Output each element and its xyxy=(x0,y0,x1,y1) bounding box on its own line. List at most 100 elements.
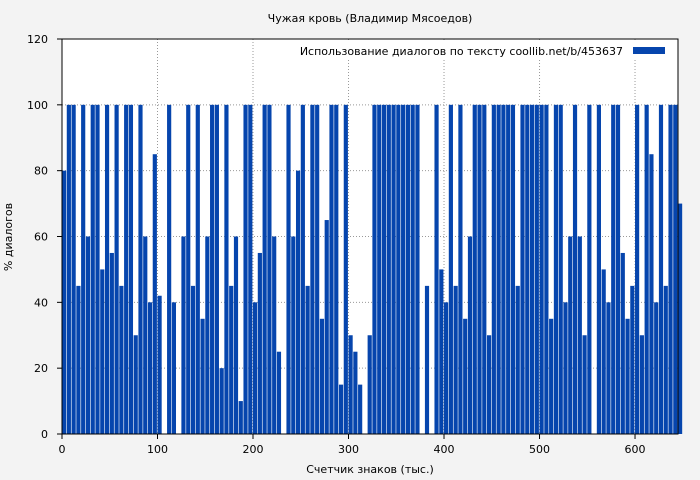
bar xyxy=(539,104,544,434)
bar xyxy=(257,252,262,434)
y-tick-label: 20 xyxy=(34,362,48,375)
bar xyxy=(214,104,219,434)
bar xyxy=(181,236,186,434)
bar xyxy=(410,104,415,434)
bar xyxy=(291,236,296,434)
bar xyxy=(76,285,81,434)
bar xyxy=(62,170,67,434)
bar xyxy=(343,104,348,434)
bar xyxy=(167,104,172,434)
chart-title: Чужая кровь (Владимир Мясоедов) xyxy=(268,12,473,25)
bar xyxy=(334,104,339,434)
bar xyxy=(620,252,625,434)
bar xyxy=(253,302,258,434)
bar xyxy=(276,351,282,434)
bar xyxy=(338,384,344,434)
bar xyxy=(401,104,406,434)
bar xyxy=(525,104,530,434)
bar xyxy=(243,104,248,434)
bar xyxy=(386,104,391,434)
y-tick-label: 80 xyxy=(34,165,48,178)
bar xyxy=(219,368,224,434)
bar xyxy=(491,104,496,434)
bar xyxy=(486,335,492,434)
x-tick-label: 300 xyxy=(338,443,359,456)
x-tick-label: 0 xyxy=(59,443,66,456)
bar xyxy=(472,104,477,434)
bar xyxy=(553,104,559,434)
bar xyxy=(644,104,649,434)
bar xyxy=(568,236,573,434)
bar xyxy=(171,302,177,434)
bar xyxy=(358,384,363,434)
bar xyxy=(453,285,458,434)
bar xyxy=(305,285,310,434)
bar xyxy=(286,104,291,434)
bar xyxy=(663,285,668,434)
bar xyxy=(558,104,563,434)
bars xyxy=(62,104,683,435)
bar xyxy=(510,104,516,434)
bar xyxy=(66,104,71,434)
legend-label: Использование диалогов по тексту coollib… xyxy=(300,45,623,58)
bar xyxy=(138,104,143,434)
bar xyxy=(482,104,487,434)
bar xyxy=(625,318,630,434)
bar xyxy=(477,104,482,434)
bar xyxy=(529,104,535,434)
bar xyxy=(635,104,640,434)
bar xyxy=(534,104,539,434)
bar xyxy=(654,302,659,434)
x-tick-label: 100 xyxy=(147,443,168,456)
bar xyxy=(315,104,320,434)
bar xyxy=(90,104,95,434)
bar xyxy=(147,302,153,434)
bar xyxy=(100,269,105,434)
bar xyxy=(238,401,243,434)
bar xyxy=(71,104,76,434)
bar xyxy=(157,295,162,434)
bar xyxy=(248,104,253,434)
bar xyxy=(324,220,329,434)
bar xyxy=(596,104,601,434)
bar xyxy=(611,104,616,434)
y-tick-label: 0 xyxy=(41,428,48,441)
bar xyxy=(424,285,430,434)
bar xyxy=(233,236,239,434)
bar xyxy=(200,318,205,434)
bar xyxy=(381,104,387,434)
bar xyxy=(434,104,439,434)
bar xyxy=(458,104,463,434)
bar xyxy=(467,236,473,434)
bar xyxy=(391,104,396,434)
bar xyxy=(630,285,635,434)
x-tick-label: 200 xyxy=(243,443,264,456)
bar xyxy=(601,269,606,434)
bar xyxy=(444,302,449,434)
bar xyxy=(190,285,196,434)
x-tick-label: 500 xyxy=(529,443,550,456)
bar xyxy=(210,104,215,434)
y-tick-label: 60 xyxy=(34,231,48,244)
bar xyxy=(439,269,444,434)
bar xyxy=(506,104,511,434)
bar xyxy=(267,104,272,434)
bar xyxy=(577,236,582,434)
bar xyxy=(224,104,229,434)
bar xyxy=(678,203,683,434)
bar xyxy=(515,285,520,434)
bar xyxy=(501,104,506,434)
bar xyxy=(124,104,129,434)
bar xyxy=(405,104,410,434)
bar xyxy=(582,335,587,434)
bar xyxy=(563,302,568,434)
x-axis-label: Счетчик знаков (тыс.) xyxy=(306,463,434,476)
bar xyxy=(295,170,301,434)
bar xyxy=(353,351,358,434)
bar xyxy=(152,154,157,435)
y-tick-label: 40 xyxy=(34,296,48,309)
bar xyxy=(396,104,401,434)
axis-ticks: 0 100 200 300 400 500 600 0 20 40 60 80 100 120 xyxy=(27,33,646,456)
bar xyxy=(195,104,200,434)
